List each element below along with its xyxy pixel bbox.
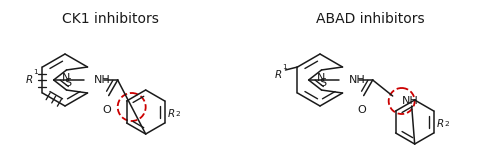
Text: 1: 1: [34, 69, 38, 75]
Text: CK1 inhibitors: CK1 inhibitors: [62, 12, 158, 26]
Text: 2: 2: [176, 111, 180, 117]
Text: N: N: [318, 73, 326, 83]
Text: NH: NH: [402, 96, 418, 106]
Text: NH: NH: [348, 75, 366, 85]
Text: R: R: [274, 70, 281, 80]
Text: S: S: [319, 78, 326, 88]
Text: NH: NH: [94, 75, 110, 85]
Text: R: R: [436, 119, 444, 129]
Text: O: O: [358, 105, 366, 115]
Text: S: S: [64, 78, 71, 88]
Text: N: N: [62, 73, 70, 83]
Text: R: R: [168, 109, 175, 119]
Text: ABAD inhibitors: ABAD inhibitors: [316, 12, 424, 26]
Text: R: R: [25, 75, 32, 85]
Text: O: O: [102, 105, 111, 115]
Text: 1: 1: [282, 64, 287, 70]
Text: 2: 2: [444, 121, 450, 127]
